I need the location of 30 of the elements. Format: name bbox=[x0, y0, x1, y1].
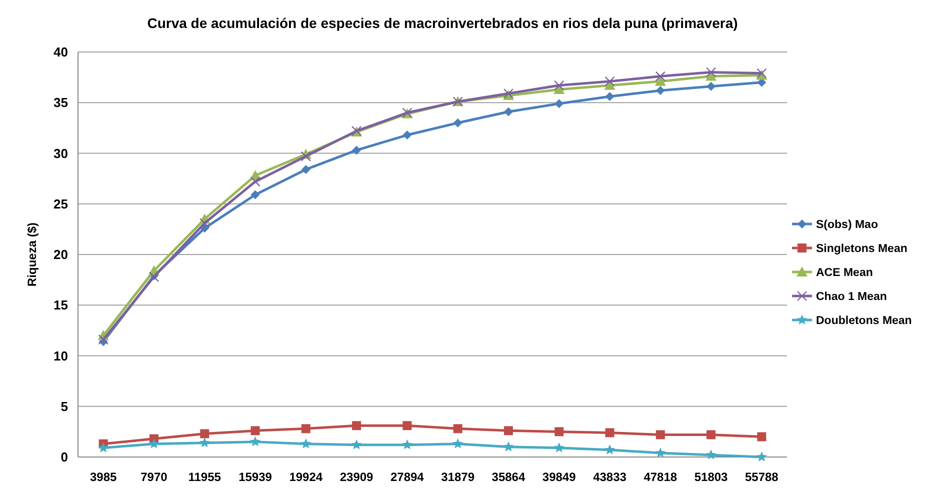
y-tick-label: 30 bbox=[54, 146, 68, 161]
x-tick-label: 7970 bbox=[140, 470, 168, 484]
x-tick-label: 23909 bbox=[340, 470, 374, 484]
legend-label: Doubletons Mean bbox=[816, 315, 912, 328]
x-tick-label: 15939 bbox=[238, 470, 272, 484]
x-tick-label: 51803 bbox=[694, 470, 728, 484]
x-tick-label: 35864 bbox=[492, 470, 526, 484]
legend-label: Singletons Mean bbox=[816, 243, 908, 256]
y-tick-label: 20 bbox=[54, 247, 68, 262]
y-tick-label: 35 bbox=[54, 95, 68, 110]
legend-label: S(obs) Mao bbox=[816, 219, 878, 232]
y-tick-label: 0 bbox=[60, 450, 68, 465]
x-tick-label: 19924 bbox=[289, 470, 323, 484]
y-axis-title: Riqueza ($) bbox=[25, 222, 39, 287]
x-tick-label: 3985 bbox=[90, 470, 117, 484]
x-tick-label: 39849 bbox=[542, 470, 576, 484]
x-tick-label: 11955 bbox=[188, 470, 222, 484]
y-tick-label: 5 bbox=[60, 398, 68, 414]
x-tick-label: 31879 bbox=[441, 470, 475, 484]
x-tick-label: 27894 bbox=[390, 470, 424, 484]
legend-label: Chao 1 Mean bbox=[816, 291, 887, 304]
x-tick-label: 43833 bbox=[593, 470, 627, 484]
y-tick-label: 25 bbox=[54, 196, 68, 212]
y-tick-label: 15 bbox=[54, 298, 68, 313]
x-tick-label: 55788 bbox=[744, 470, 779, 484]
chart-title: Curva de acumulación de especies de macroinvertebrados en rios dela puna (primavera) bbox=[147, 15, 738, 31]
legend-label: ACE Mean bbox=[816, 267, 873, 280]
x-tick-label: 47818 bbox=[644, 470, 678, 484]
y-tick-label: 10 bbox=[54, 348, 68, 364]
y-tick-label: 40 bbox=[54, 44, 68, 60]
